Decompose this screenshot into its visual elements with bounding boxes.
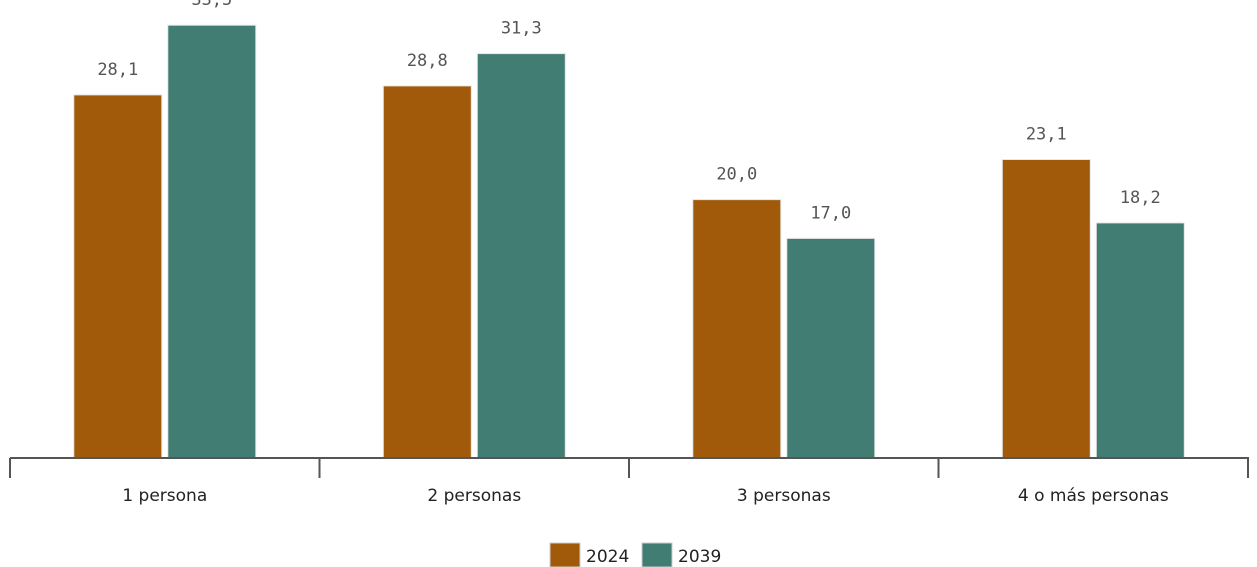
bar-2039-3 [786,237,876,459]
legend-swatch-2039 [641,542,673,567]
x-axis [9,457,1249,478]
category-labels-group: 1 persona 2 personas 3 personas 4 o más per… [122,486,1169,506]
category-label-1: 1 persona [122,486,207,506]
category-label-4: 4 o más personas [1018,486,1169,506]
legend-label-2024: 2024 [586,547,629,567]
value-label-2039-2: 31,3 [501,19,542,39]
bar-2039-4 [1095,222,1185,459]
value-label-2039-4: 18,2 [1120,188,1161,208]
bar-2039-1 [167,24,257,459]
bar-2024-1 [73,94,163,459]
bar-2024-3 [692,199,782,459]
bar-2024-2 [382,85,472,459]
legend: 2024 2039 [549,542,721,567]
value-label-2039-1: 33,5 [191,0,232,10]
value-label-2024-1: 28,1 [97,60,138,80]
bars-group [73,24,1185,459]
bar-2039-2 [476,53,566,459]
value-label-2039-3: 17,0 [810,203,851,223]
legend-swatch-2024 [549,542,581,567]
legend-label-2039: 2039 [678,547,721,567]
value-label-2024-4: 23,1 [1026,125,1067,145]
value-label-2024-2: 28,8 [407,51,448,71]
value-labels-group: 28,1 33,5 28,8 31,3 20,0 17,0 23,1 18,2 [97,0,1160,223]
category-label-3: 3 personas [737,486,831,506]
bar-2024-4 [1001,159,1091,459]
value-label-2024-3: 20,0 [716,165,757,185]
category-label-2: 2 personas [427,486,521,506]
